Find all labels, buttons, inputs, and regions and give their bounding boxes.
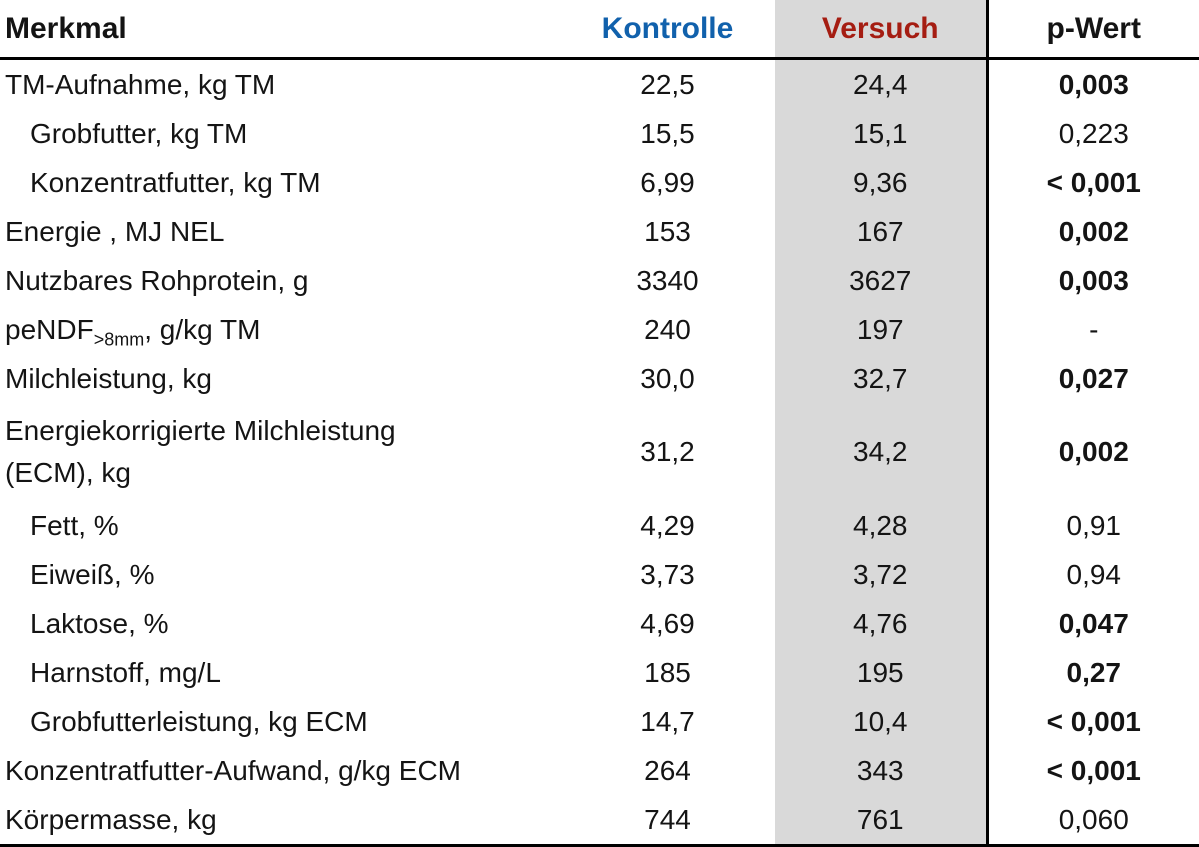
kontrolle-value: 153 [644, 215, 691, 247]
table-row: Laktose, % 4,69 4,76 0,047 [0, 599, 1199, 648]
kontrolle-value: 31,2 [640, 436, 695, 467]
row-label: Nutzbares Rohprotein, g [5, 264, 309, 296]
versuch-value: 197 [775, 305, 989, 354]
versuch-value: 4,76 [775, 599, 989, 648]
versuch-value: 3,72 [775, 550, 989, 599]
kontrolle-value: 3,73 [640, 558, 695, 590]
row-label: TM-Aufnahme, kg TM [5, 68, 276, 100]
column-header-merkmal: Merkmal [0, 0, 560, 60]
p-wert-value: 0,003 [1058, 264, 1129, 296]
row-label-part: peNDF [5, 313, 94, 345]
column-header-kontrolle: Kontrolle [560, 0, 775, 60]
kontrolle-value: 22,5 [640, 68, 695, 100]
versuch-value: 343 [775, 746, 989, 795]
table-row: Energiekorrigierte Milchleistung (ECM), … [0, 403, 1199, 501]
table-row: Harnstoff, mg/L 185 195 0,27 [0, 648, 1199, 697]
p-wert-value: 0,027 [1058, 362, 1129, 394]
p-wert-value: < 0,001 [1046, 166, 1141, 198]
kontrolle-value: 30,0 [640, 362, 695, 394]
table-row: Grobfutter, kg TM 15,5 15,1 0,223 [0, 109, 1199, 158]
row-label: Konzentratfutter-Aufwand, g/kg ECM [5, 754, 461, 786]
row-label: Eiweiß, % [30, 558, 155, 590]
header-row: Merkmal Kontrolle Versuch p-Wert [0, 0, 1199, 60]
kontrolle-value: 4,29 [640, 509, 695, 541]
p-wert-value: < 0,001 [1046, 705, 1141, 737]
versuch-value: 32,7 [775, 354, 989, 403]
row-label-subscript: >8mm [93, 329, 145, 350]
table-row: Eiweiß, % 3,73 3,72 0,94 [0, 550, 1199, 599]
versuch-value: 24,4 [775, 58, 989, 109]
table-row: peNDF>8mm, g/kg TM 240 197 - [0, 305, 1199, 354]
table-row: Nutzbares Rohprotein, g 3340 3627 0,003 [0, 256, 1199, 305]
row-label: Energiekorrigierte Milchleistung (ECM), … [5, 415, 396, 488]
versuch-value: 10,4 [775, 697, 989, 746]
kontrolle-value: 185 [644, 656, 691, 688]
kontrolle-value: 14,7 [640, 705, 695, 737]
table-row: Konzentratfutter, kg TM 6,99 9,36 < 0,001 [0, 158, 1199, 207]
table-row: TM-Aufnahme, kg TM 22,5 24,4 0,003 [0, 58, 1199, 109]
row-label: peNDF>8mm, g/kg TM [0, 305, 560, 354]
p-wert-value: 0,002 [1058, 436, 1129, 467]
row-label: Milchleistung, kg [5, 362, 212, 394]
row-label: Harnstoff, mg/L [30, 656, 221, 688]
table-row: Grobfutterleistung, kg ECM 14,7 10,4 < 0,00… [0, 697, 1199, 746]
p-wert-value: 0,002 [1058, 215, 1129, 247]
row-label: Grobfutter, kg TM [30, 117, 248, 149]
p-wert-value: 0,91 [1066, 509, 1122, 541]
versuch-value: 4,28 [775, 501, 989, 550]
versuch-value: 15,1 [775, 109, 989, 158]
versuch-value: 167 [775, 207, 989, 256]
table-row: Energie , MJ NEL 153 167 0,002 [0, 207, 1199, 256]
kontrolle-value: 6,99 [640, 166, 695, 198]
kontrolle-value: 264 [644, 754, 691, 786]
versuch-value: 761 [775, 795, 989, 847]
kontrolle-value: 4,69 [640, 607, 695, 639]
table-row: Milchleistung, kg 30,0 32,7 0,027 [0, 354, 1199, 403]
table-row: Fett, % 4,29 4,28 0,91 [0, 501, 1199, 550]
versuch-value: 9,36 [775, 158, 989, 207]
versuch-value: 3627 [775, 256, 989, 305]
kontrolle-value: 3340 [636, 264, 699, 296]
p-wert-value: 0,94 [1066, 558, 1122, 590]
p-wert-value: 0,060 [987, 795, 1199, 847]
row-label: Körpermasse, kg [0, 795, 560, 847]
p-wert-value: 0,047 [1058, 607, 1129, 639]
column-header-p-wert: p-Wert [987, 0, 1199, 60]
p-wert-value: 0,223 [1058, 117, 1129, 149]
table-row: Körpermasse, kg 744 761 0,060 [0, 795, 1199, 847]
row-label: Laktose, % [30, 607, 169, 639]
row-label: Energie , MJ NEL [5, 215, 225, 247]
kontrolle-value: 240 [644, 313, 691, 345]
p-wert-value: 0,27 [1066, 656, 1122, 688]
row-label-part: , g/kg TM [144, 313, 261, 345]
row-label: Fett, % [30, 509, 119, 541]
row-label: Grobfutterleistung, kg ECM [30, 705, 368, 737]
versuch-value: 195 [775, 648, 989, 697]
row-label: Konzentratfutter, kg TM [30, 166, 321, 198]
p-wert-value: < 0,001 [1046, 754, 1141, 786]
kontrolle-value: 15,5 [640, 117, 695, 149]
kontrolle-value: 744 [560, 795, 775, 847]
table-body: TM-Aufnahme, kg TM 22,5 24,4 0,003 Grobfutte… [0, 58, 1199, 847]
versuch-value: 34,2 [775, 403, 989, 501]
p-wert-value: - [1089, 313, 1099, 345]
table-row: Konzentratfutter-Aufwand, g/kg ECM 264 343… [0, 746, 1199, 795]
column-header-versuch: Versuch [775, 0, 989, 60]
p-wert-value: 0,003 [1058, 68, 1129, 100]
